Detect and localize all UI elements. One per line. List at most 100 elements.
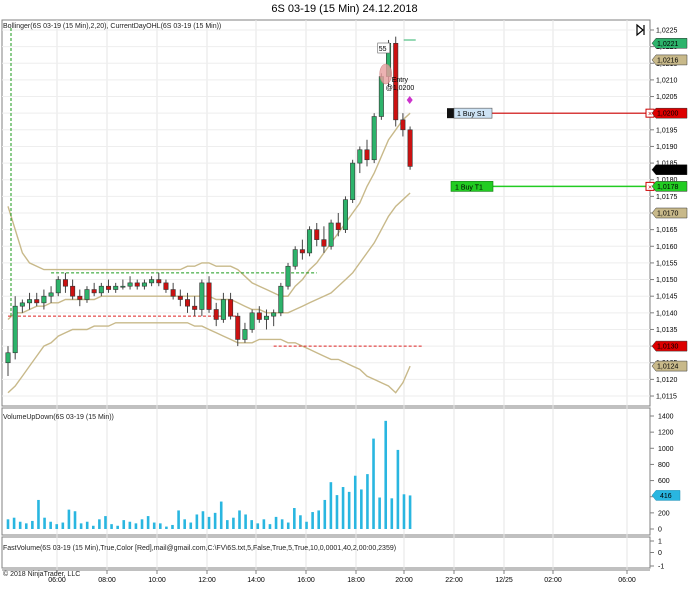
candle-body[interactable] xyxy=(34,299,40,304)
target-order-tag[interactable] xyxy=(450,181,494,192)
candle-body[interactable] xyxy=(120,285,126,288)
volume-bar[interactable] xyxy=(43,517,46,529)
volume-bar[interactable] xyxy=(360,489,363,529)
candle-body[interactable] xyxy=(350,162,356,200)
volume-bar[interactable] xyxy=(79,523,83,529)
volume-bar[interactable] xyxy=(85,521,89,529)
candle-body[interactable] xyxy=(242,329,248,340)
volume-bar[interactable] xyxy=(55,524,59,529)
volume-bar[interactable] xyxy=(299,515,302,529)
candle-body[interactable] xyxy=(199,282,205,310)
candle-body[interactable] xyxy=(55,279,61,294)
volume-bar[interactable] xyxy=(24,523,28,529)
volume-bar[interactable] xyxy=(12,517,16,529)
volume-bar[interactable] xyxy=(317,510,320,529)
candle-body[interactable] xyxy=(364,149,370,161)
volume-bar[interactable] xyxy=(134,523,138,529)
candle-body[interactable] xyxy=(84,289,90,300)
candle-body[interactable] xyxy=(271,312,277,317)
volume-bar[interactable] xyxy=(323,499,327,529)
candle-body[interactable] xyxy=(400,119,406,131)
candle-body[interactable] xyxy=(192,305,198,310)
candle-body[interactable] xyxy=(77,295,83,300)
candle-body[interactable] xyxy=(170,289,176,297)
candle-body[interactable] xyxy=(127,282,133,287)
candle-body[interactable] xyxy=(292,249,298,267)
volume-bar[interactable] xyxy=(378,497,381,529)
volume-bar[interactable] xyxy=(250,520,253,529)
volume-bar[interactable] xyxy=(232,517,235,529)
volume-bar[interactable] xyxy=(262,519,266,529)
candle-body[interactable] xyxy=(141,282,147,287)
candle-body[interactable] xyxy=(393,42,399,121)
volume-bar[interactable] xyxy=(366,474,369,529)
volume-bar[interactable] xyxy=(201,511,205,529)
candle-body[interactable] xyxy=(113,285,119,290)
candle-body[interactable] xyxy=(407,129,413,167)
candle-body[interactable] xyxy=(206,282,212,310)
volume-bar[interactable] xyxy=(195,514,199,529)
volume-bar[interactable] xyxy=(37,499,40,529)
volume-bar[interactable] xyxy=(183,519,186,529)
candle-body[interactable] xyxy=(371,116,377,161)
volume-bar[interactable] xyxy=(140,519,144,529)
volume-bar[interactable] xyxy=(171,524,174,529)
volume-bar[interactable] xyxy=(384,420,388,529)
candle-body[interactable] xyxy=(256,312,262,320)
volume-bar[interactable] xyxy=(244,514,247,529)
candle-body[interactable] xyxy=(177,295,183,300)
volume-bar[interactable] xyxy=(286,522,290,529)
volume-bar[interactable] xyxy=(67,509,71,529)
candle-body[interactable] xyxy=(220,299,226,320)
volume-bar[interactable] xyxy=(226,520,229,529)
candle-body[interactable] xyxy=(106,285,112,290)
volume-bar[interactable] xyxy=(268,524,272,529)
volume-bar[interactable] xyxy=(402,494,406,529)
candle-body[interactable] xyxy=(41,295,47,304)
volume-bar[interactable] xyxy=(152,522,156,529)
volume-bar[interactable] xyxy=(116,525,119,529)
candle-body[interactable] xyxy=(163,282,169,290)
candle-body[interactable] xyxy=(134,282,140,287)
volume-bar[interactable] xyxy=(110,524,113,529)
candle-body[interactable] xyxy=(185,299,191,307)
candle-body[interactable] xyxy=(328,222,334,247)
volume-bar[interactable] xyxy=(104,516,107,529)
candle-body[interactable] xyxy=(27,299,33,304)
volume-bar[interactable] xyxy=(146,516,150,529)
volume-bar[interactable] xyxy=(396,449,400,529)
candle-body[interactable] xyxy=(70,285,76,297)
volume-bar[interactable] xyxy=(256,523,260,529)
candle-body[interactable] xyxy=(249,312,255,330)
volume-bar[interactable] xyxy=(61,522,65,529)
volume-bar[interactable] xyxy=(219,501,223,529)
candle-body[interactable] xyxy=(307,229,313,254)
volume-bar[interactable] xyxy=(347,491,351,529)
volume-bar[interactable] xyxy=(329,482,333,529)
volume-bar[interactable] xyxy=(6,519,10,529)
volume-bar[interactable] xyxy=(128,521,132,529)
volume-bar[interactable] xyxy=(31,520,34,529)
volume-bar[interactable] xyxy=(274,516,278,529)
volume-bar[interactable] xyxy=(122,520,126,529)
volume-bar[interactable] xyxy=(49,521,52,529)
volume-bar[interactable] xyxy=(238,510,241,529)
volume-bar[interactable] xyxy=(207,516,211,529)
candle-body[interactable] xyxy=(235,315,241,340)
candle-body[interactable] xyxy=(314,229,320,240)
volume-bar[interactable] xyxy=(280,519,284,529)
candle-body[interactable] xyxy=(321,239,327,247)
candle-body[interactable] xyxy=(62,279,68,287)
volume-bar[interactable] xyxy=(98,519,101,529)
stop-order-tag[interactable] xyxy=(453,107,493,119)
candle-body[interactable] xyxy=(299,249,305,254)
volume-bar[interactable] xyxy=(408,495,412,529)
candle-body[interactable] xyxy=(228,299,234,317)
candle-body[interactable] xyxy=(357,149,363,164)
candle-body[interactable] xyxy=(12,305,18,354)
volume-bar[interactable] xyxy=(335,495,339,529)
candle-body[interactable] xyxy=(19,302,25,307)
volume-bar[interactable] xyxy=(305,521,308,529)
candle-body[interactable] xyxy=(5,352,11,364)
